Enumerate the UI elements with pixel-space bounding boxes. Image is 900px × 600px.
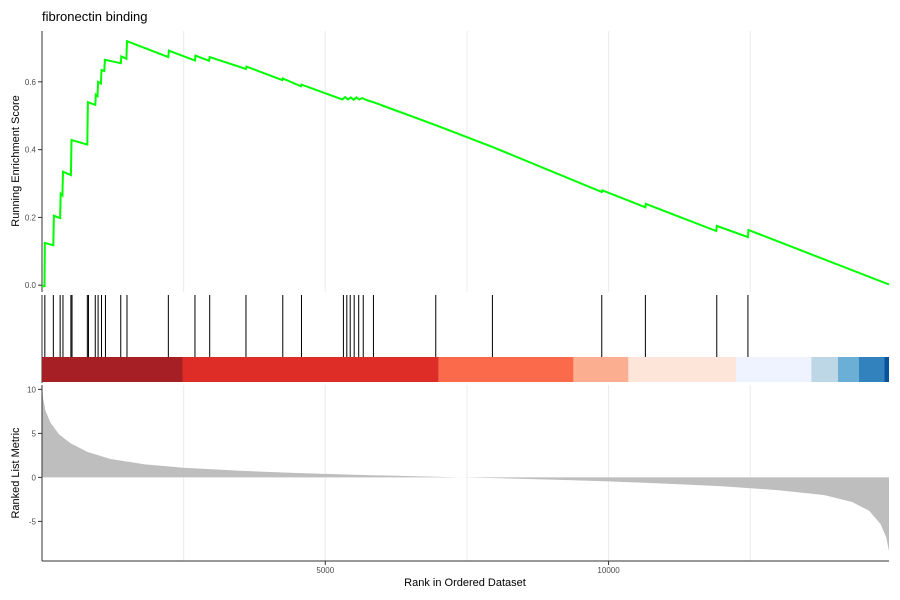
color-bar-segment: [42, 357, 183, 382]
rm-y-axis-title: Ranked List Metric: [10, 427, 22, 519]
rank-color-bar: [42, 357, 889, 382]
running-es-line: [42, 39, 890, 288]
rm-x-axis-title: Rank in Ordered Dataset: [404, 577, 526, 589]
rm-x-tick-label: 5000: [316, 566, 334, 575]
rm-x-ticks: 5000 10000: [316, 561, 620, 575]
color-bar-segment: [736, 357, 812, 382]
rm-y-tick-label: -5: [29, 517, 37, 526]
es-y-axis-title: Running Enrichment Score: [10, 95, 22, 226]
es-y-tick-label: 0.2: [25, 213, 37, 222]
color-bar-segment: [838, 357, 859, 382]
chart-title: fibronectin binding: [42, 9, 148, 24]
color-bar-segment: [858, 357, 885, 382]
rm-y-tick-label: 5: [32, 429, 37, 438]
color-bar-segment: [182, 357, 439, 382]
color-bar-segment: [811, 357, 839, 382]
rm-gridlines: [183, 385, 751, 561]
es-y-ticks: 0.0 0.2 0.4 0.6: [25, 78, 42, 290]
es-y-tick-label: 0.0: [25, 281, 37, 290]
rm-y-tick-label: 10: [27, 385, 36, 394]
rm-y-tick-label: 0: [32, 473, 37, 482]
es-y-tick-label: 0.4: [25, 146, 37, 155]
es-gridlines: [183, 31, 751, 292]
color-bar-segment: [438, 357, 574, 382]
es-y-tick-label: 0.6: [25, 78, 37, 87]
ranked-metric-panel: -5 0 5 10 5000 10000 Ranked List Metric Rank…: [10, 385, 889, 589]
rm-y-ticks: -5 0 5 10: [27, 385, 42, 526]
rm-x-tick-label: 10000: [597, 566, 620, 575]
color-bar-segment: [628, 357, 737, 382]
color-bar-segment: [573, 357, 629, 382]
running-es-panel: 0.0 0.2 0.4 0.6 Running Enrichment Score: [10, 31, 890, 292]
ranked-metric-area: [42, 386, 889, 552]
color-bar-segment: [884, 357, 889, 382]
